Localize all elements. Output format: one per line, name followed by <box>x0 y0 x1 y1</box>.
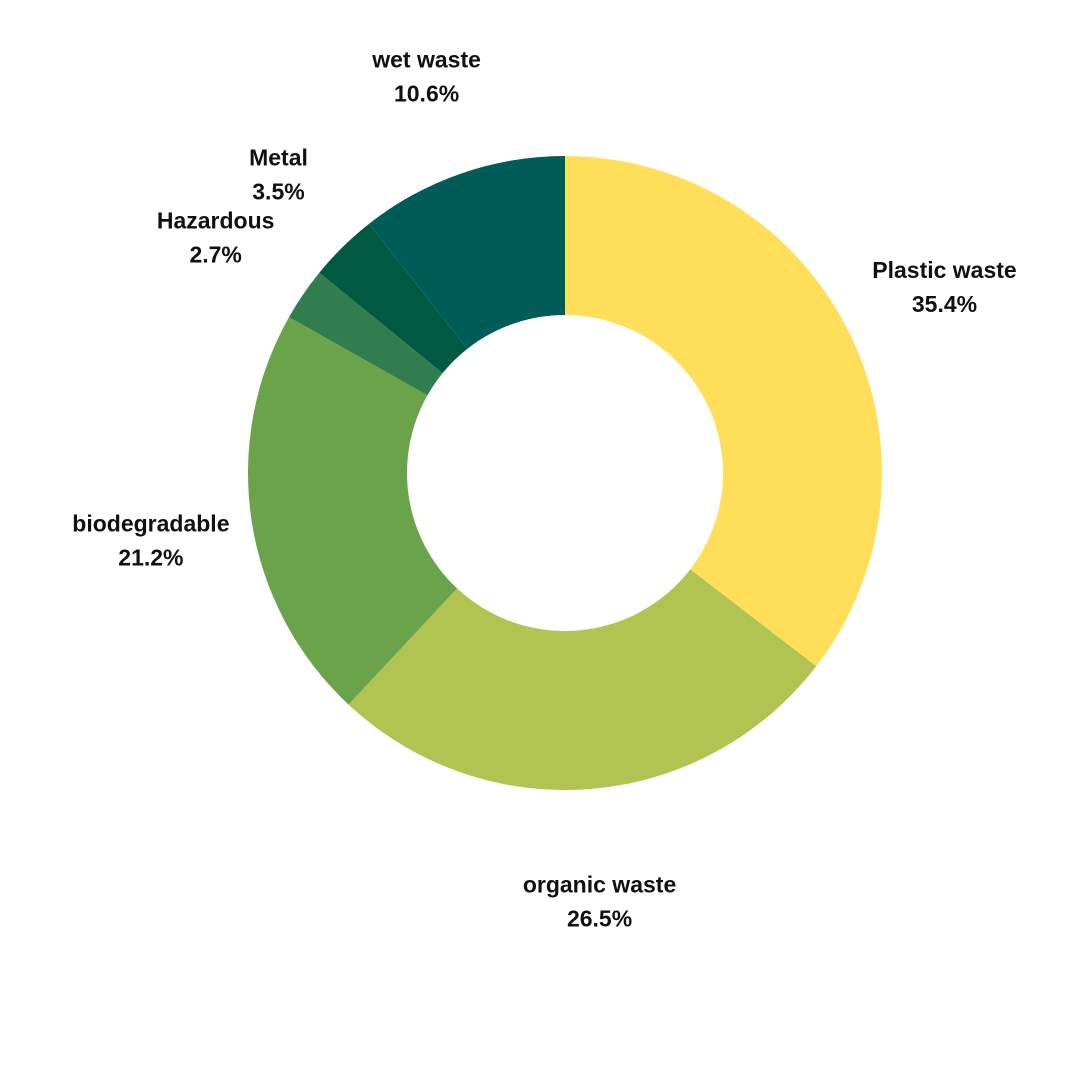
slice-organic-waste[interactable] <box>348 569 817 790</box>
slice-labels: Plastic waste 35.4% organic waste 26.5% biod… <box>72 46 1016 931</box>
slice-label-name: wet waste <box>371 46 481 72</box>
slice-biodegradable[interactable] <box>248 317 458 705</box>
slice-label-metal: Metal 3.5% <box>249 144 308 204</box>
slice-label-organic-waste: organic waste 26.5% <box>523 872 676 932</box>
slice-label-name: biodegradable <box>72 510 229 536</box>
slice-label-plastic-waste: Plastic waste 35.4% <box>872 257 1016 317</box>
slice-label-percent: 35.4% <box>912 291 977 317</box>
slice-plastic-waste[interactable] <box>565 156 882 667</box>
slice-label-biodegradable: biodegradable 21.2% <box>72 510 229 570</box>
slice-label-percent: 2.7% <box>189 241 241 267</box>
slice-metal[interactable] <box>319 223 468 374</box>
slice-label-name: Metal <box>249 144 308 170</box>
donut-slices <box>248 156 882 790</box>
slice-label-name: Hazardous <box>157 207 275 233</box>
slice-label-percent: 21.2% <box>118 544 183 570</box>
slice-wet-waste[interactable] <box>368 156 565 349</box>
slice-label-percent: 10.6% <box>394 80 459 106</box>
slice-label-hazardous: Hazardous 2.7% <box>157 207 275 267</box>
slice-hazardous[interactable] <box>288 272 443 396</box>
slice-label-percent: 26.5% <box>567 906 632 932</box>
slice-label-wet-waste: wet waste 10.6% <box>371 46 481 106</box>
slice-label-percent: 3.5% <box>252 178 304 204</box>
slice-label-name: Plastic waste <box>872 257 1016 283</box>
slice-label-name: organic waste <box>523 872 676 898</box>
